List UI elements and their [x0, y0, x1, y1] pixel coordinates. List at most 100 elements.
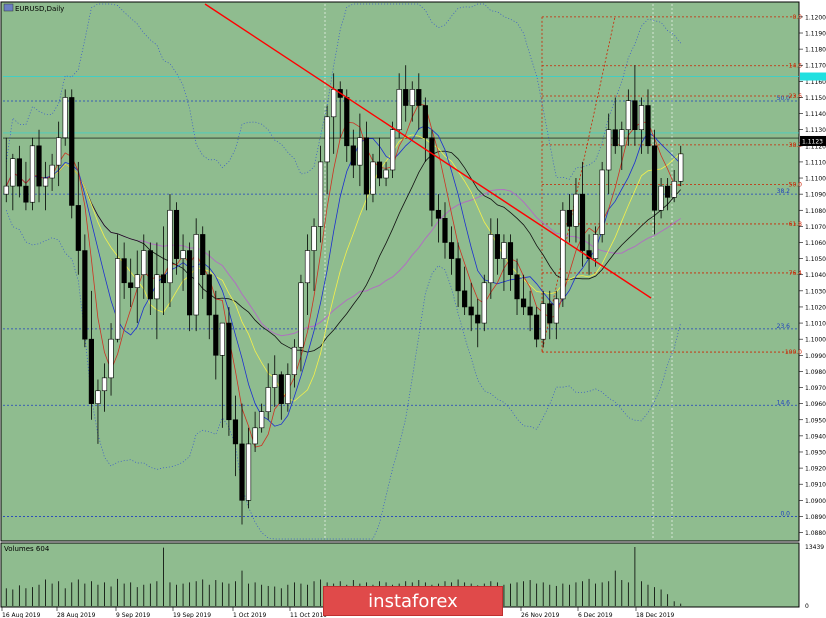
candle-body	[187, 250, 193, 316]
candle-body	[645, 105, 651, 147]
candle-body	[658, 185, 664, 211]
candle-body	[363, 137, 370, 195]
price-label: 1.1060	[805, 240, 826, 247]
price-label: 1.1140	[805, 111, 826, 118]
fib-blue-label: 38.2	[777, 188, 791, 195]
candle-body	[507, 242, 514, 276]
time-label: 1 Oct 2019	[233, 612, 266, 618]
price-label: 1.0960	[805, 401, 826, 408]
candle-body	[579, 193, 586, 251]
brand-banner[interactable]: instaforex	[323, 586, 503, 616]
price-label: 1.0990	[805, 353, 826, 360]
candle-body	[62, 97, 68, 139]
time-label: 11 Oct 2019	[290, 612, 327, 618]
candle-body	[383, 169, 389, 179]
candle-body	[49, 164, 55, 179]
candle-body	[200, 234, 206, 276]
price-label: 1.1090	[805, 192, 826, 199]
candle-body	[29, 145, 36, 203]
candle-body	[285, 374, 291, 404]
candle-body	[193, 234, 199, 316]
candle-body	[501, 242, 507, 259]
bollinger-lower	[5, 210, 682, 540]
volume-title: Volumes 604	[4, 545, 50, 553]
fib-blue-label: 0.0	[780, 510, 790, 517]
candle-body	[376, 161, 383, 179]
price-label: 1.1200	[805, 14, 826, 21]
candle-body	[291, 346, 297, 375]
fib-red-label: 0.0	[792, 14, 802, 21]
candle-body	[403, 89, 409, 106]
candle-body	[632, 100, 638, 130]
fib-red-label: 76.4	[789, 270, 803, 277]
candle-body	[488, 234, 494, 284]
fib-red-label: 14.6	[789, 63, 803, 70]
time-label: 9 Sep 2019	[116, 612, 150, 618]
chart-icon[interactable]	[3, 3, 14, 12]
candle-body	[553, 298, 559, 324]
candle-body	[520, 298, 527, 308]
candle-body	[573, 193, 579, 227]
candle-body	[121, 258, 127, 284]
candle-body	[317, 161, 324, 227]
price-label: 1.0890	[805, 514, 826, 521]
candle-body	[625, 100, 631, 130]
candle-body	[390, 129, 396, 171]
price-label: 1.1070	[805, 224, 826, 231]
candle-body	[599, 169, 605, 235]
candle-body	[540, 303, 546, 340]
candle-body	[586, 250, 592, 259]
candle-body	[23, 185, 29, 203]
candle-body	[442, 218, 448, 243]
candle-body	[82, 250, 88, 340]
candle-body	[638, 105, 645, 130]
time-label: 26 Nov 2019	[521, 612, 560, 618]
price-label: 1.1010	[805, 321, 826, 328]
volume-zero-label: 0	[805, 603, 809, 610]
candle-body	[350, 145, 356, 166]
price-label: 1.1000	[805, 337, 826, 344]
candle-body	[265, 387, 271, 412]
price-label: 1.1170	[805, 63, 826, 70]
time-label: 6 Dec 2019	[578, 612, 613, 618]
price-label: 1.1040	[805, 272, 826, 279]
candle-body	[259, 411, 265, 429]
candle-body	[357, 137, 363, 166]
candle-body	[560, 209, 566, 300]
candle-body	[42, 177, 49, 187]
fib-red-label: 61.8	[789, 221, 803, 228]
candle-body	[88, 338, 94, 404]
candle-body	[593, 234, 599, 259]
price-label: 1.0970	[805, 385, 826, 392]
candle-body	[36, 145, 42, 187]
candle-body	[213, 314, 219, 356]
price-tag	[800, 135, 826, 146]
candle-body	[671, 180, 677, 198]
fib-blue-label: 23.6	[777, 323, 791, 330]
fib-blue-label: 14.6	[777, 399, 791, 406]
candle-body	[435, 209, 442, 219]
time-label: 18 Dec 2019	[636, 612, 675, 618]
fib-red-label: 50.0	[789, 181, 803, 188]
price-label: 1.1030	[805, 288, 826, 295]
ma-red-line	[5, 103, 681, 448]
candle-body	[219, 322, 225, 356]
price-label: 1.1150	[805, 95, 826, 102]
fib-red-label: 100.0	[785, 349, 802, 356]
candle-body	[481, 282, 487, 324]
candle-body	[416, 89, 422, 106]
candle-body	[56, 137, 62, 166]
fib-blue-label: 50.0	[777, 95, 791, 102]
candle-body	[665, 185, 671, 198]
candle-body	[448, 242, 455, 259]
candle-body	[475, 314, 481, 324]
candle-body	[606, 129, 612, 171]
candle-body	[678, 153, 684, 182]
candle-body	[494, 234, 500, 259]
brand-text: instaforex	[368, 590, 458, 612]
candle-body	[455, 258, 461, 292]
price-label: 1.1050	[805, 256, 826, 263]
price-label: 1.0940	[805, 433, 826, 440]
candle-body	[226, 322, 232, 421]
